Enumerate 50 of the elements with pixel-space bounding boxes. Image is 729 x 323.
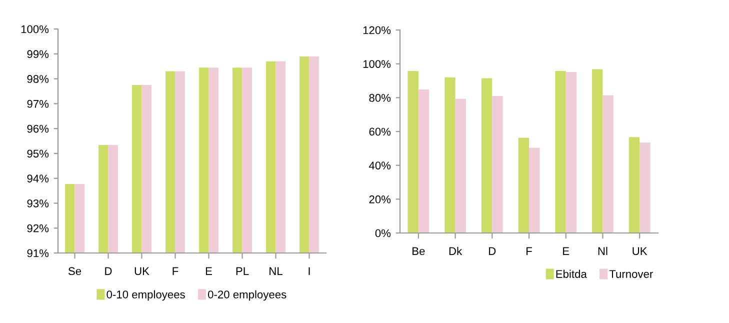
bar <box>408 70 418 233</box>
legend-label: 0-20 employees <box>208 290 286 301</box>
bar <box>455 98 466 233</box>
x-tick-label: D <box>489 247 496 255</box>
legend-label: Turnover <box>609 270 653 278</box>
y-tick-label: 120% <box>363 26 391 34</box>
bar <box>418 90 430 233</box>
y-tick-label: 100% <box>21 25 49 34</box>
bar <box>602 95 614 233</box>
x-tick-label: E <box>206 267 212 275</box>
bar <box>640 142 650 233</box>
y-tick-label: 92% <box>27 224 49 232</box>
y-tick-label: 99% <box>27 50 49 58</box>
bar <box>518 138 529 233</box>
x-tick-label: UK <box>134 267 150 276</box>
bar <box>492 96 503 233</box>
y-tick-label: 98% <box>27 75 49 83</box>
y-tick-label: 60% <box>369 128 391 136</box>
bar <box>566 72 577 233</box>
legend-label: 0-10 employees <box>106 290 185 301</box>
y-tick-label: 93% <box>27 199 49 208</box>
y-tick-label: 94% <box>27 174 49 182</box>
y-tick-label: 0% <box>375 229 391 238</box>
x-tick-label: F <box>172 267 178 275</box>
y-tick-label: 95% <box>27 150 49 158</box>
y-tick-label: 40% <box>368 162 391 170</box>
x-tick-label: UK <box>632 247 648 256</box>
x-tick-label: PL <box>236 267 249 275</box>
y-tick-label: 97% <box>27 100 49 108</box>
x-tick-label: F <box>526 247 532 255</box>
x-tick-label: Nl <box>598 246 608 255</box>
x-tick-label: E <box>563 247 570 255</box>
bar <box>592 69 603 233</box>
bar <box>555 70 566 233</box>
y-tick-label: 80% <box>369 94 391 102</box>
x-tick-label: NL <box>270 267 282 275</box>
bar <box>628 137 640 233</box>
bar <box>529 148 540 233</box>
x-tick-label: D <box>105 267 112 275</box>
x-tick-label: Be <box>412 247 425 256</box>
x-tick-label: Se <box>68 267 82 276</box>
bar <box>481 78 492 233</box>
y-tick-label: 100% <box>363 60 391 68</box>
bar <box>444 77 456 233</box>
y-tick-label: 96% <box>27 124 49 133</box>
y-tick-label: 91% <box>27 249 49 258</box>
legend-label: Ebitda <box>556 270 587 278</box>
x-tick-label: Dk <box>449 246 462 255</box>
x-tick-label: I <box>308 267 310 275</box>
y-tick-label: 20% <box>369 195 391 204</box>
